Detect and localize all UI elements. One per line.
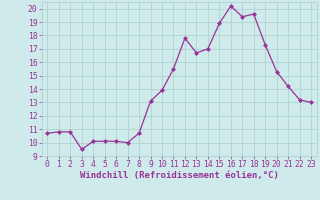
X-axis label: Windchill (Refroidissement éolien,°C): Windchill (Refroidissement éolien,°C) (80, 171, 279, 180)
